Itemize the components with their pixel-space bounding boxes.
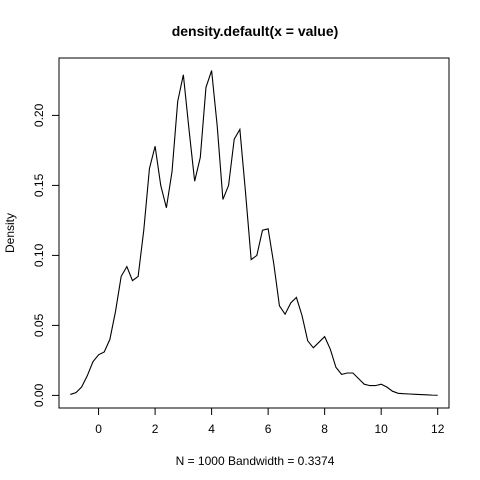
y-axis: 0.00 0.05 0.10 0.15 0.20 xyxy=(32,103,60,407)
x-axis-label: N = 1000 Bandwidth = 0.3374 xyxy=(176,454,335,468)
y-tick-label: 0.10 xyxy=(32,243,46,267)
x-tick-label: 8 xyxy=(321,422,328,436)
x-axis: 0 2 4 6 8 10 12 xyxy=(95,407,445,436)
density-curve xyxy=(70,70,438,396)
y-tick-label: 0.00 xyxy=(32,383,46,407)
plot-frame xyxy=(58,57,450,409)
x-tick-label: 0 xyxy=(95,422,102,436)
x-tick-label: 10 xyxy=(374,422,388,436)
x-tick-label: 12 xyxy=(431,422,445,436)
y-tick-label: 0.15 xyxy=(32,173,46,197)
x-tick-label: 2 xyxy=(152,422,159,436)
x-tick-label: 4 xyxy=(208,422,215,436)
x-tick-label: 6 xyxy=(265,422,272,436)
chart-title: density.default(x = value) xyxy=(172,23,339,39)
y-tick-label: 0.05 xyxy=(32,313,46,337)
y-tick-label: 0.20 xyxy=(32,103,46,127)
y-axis-label: Density xyxy=(3,213,17,253)
